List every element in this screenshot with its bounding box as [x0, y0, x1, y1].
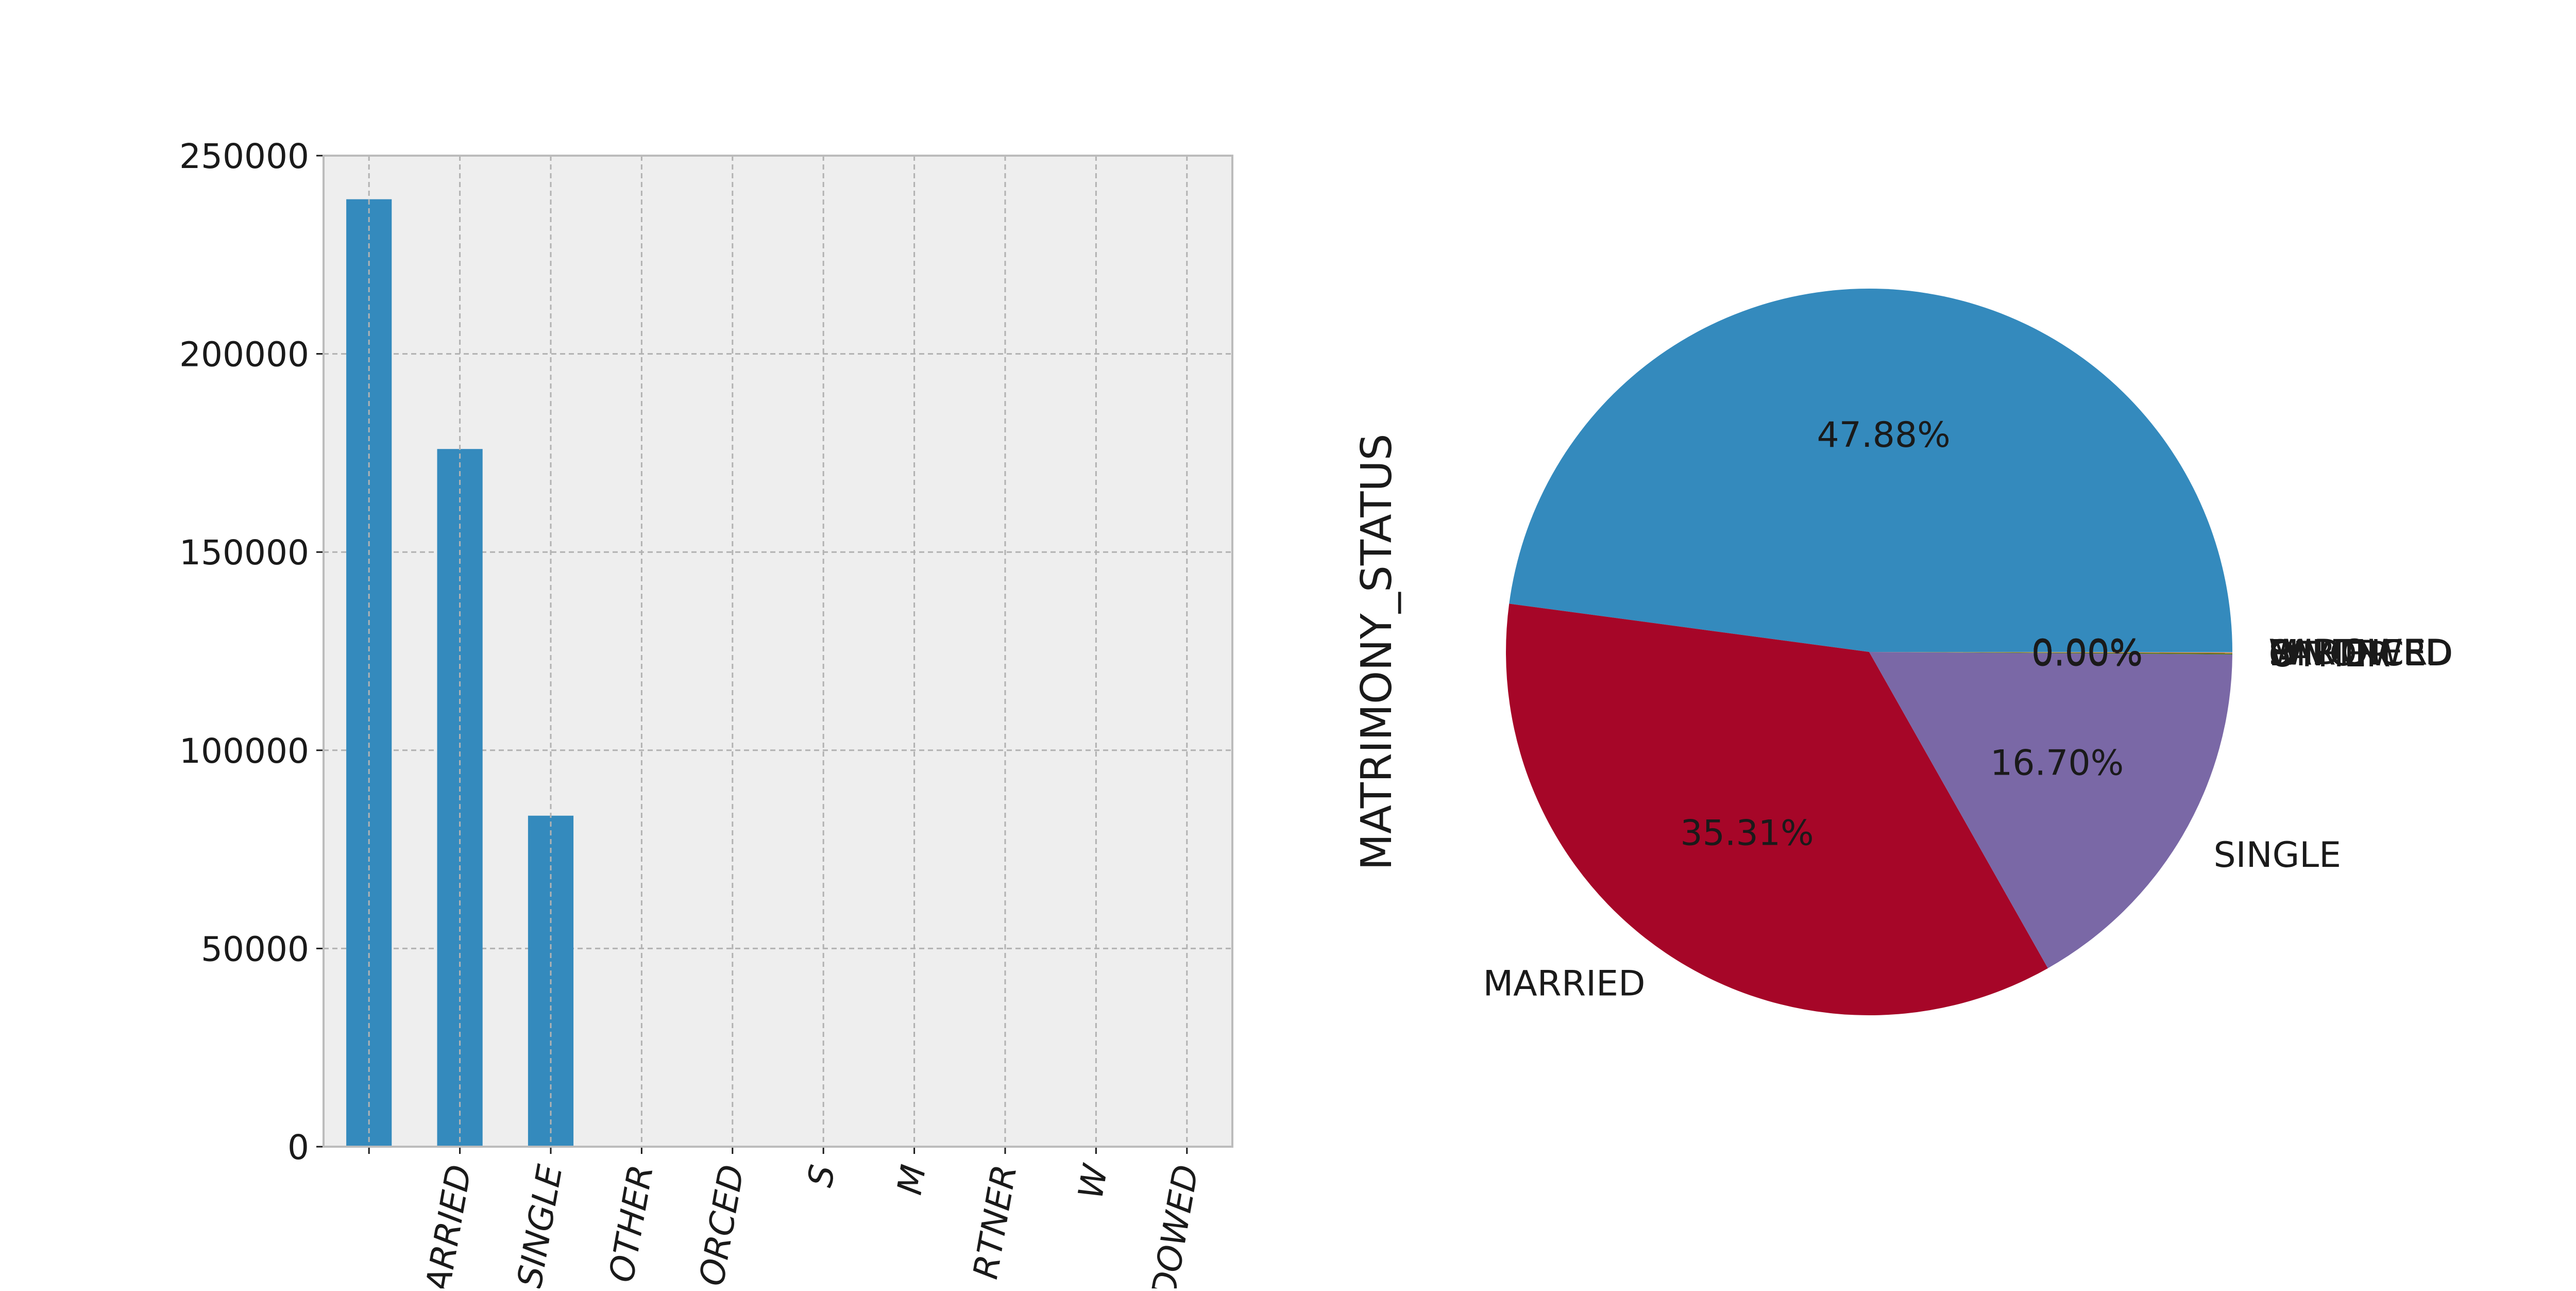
pie-ylabel: MATRIMONY_STATUS: [1352, 433, 1401, 870]
pie-slice: [1509, 289, 2232, 652]
pie-slice-label: WIDOWED: [2269, 632, 2452, 673]
y-tick-label: 50000: [201, 929, 309, 969]
x-tick-label: ORCED: [692, 1162, 752, 1288]
pie-pct-label: 16.70%: [1990, 743, 2124, 783]
x-tick-label: ARRIED: [418, 1162, 480, 1288]
x-tick-label: OTHER: [601, 1162, 661, 1285]
pie-pct-label: 35.31%: [1680, 813, 1814, 853]
x-tick-label: S: [800, 1162, 843, 1190]
pie-slice-label: SINGLE: [2213, 835, 2341, 876]
y-tick-label: 150000: [179, 533, 309, 573]
pie-chart: 47.88%35.31%MARRIED16.70%SINGLE0.00%OTHE…: [1352, 289, 2453, 1015]
bar-chart: 0 50000 100000 150000 200000 250000 ARRIED SING…: [179, 137, 1232, 1288]
pie-pct-label: 47.88%: [1817, 415, 1951, 456]
x-tick-label: RTNER: [965, 1162, 1025, 1282]
y-tick-label: 100000: [179, 731, 309, 771]
y-tick-label: 0: [287, 1128, 309, 1167]
x-tick-label: SINGLE: [510, 1162, 570, 1288]
x-tick-label: W: [1071, 1161, 1116, 1202]
pie-pct-label: 0.00%: [2031, 632, 2143, 673]
y-tick-label: 250000: [179, 137, 309, 176]
y-tick-label: 200000: [179, 335, 309, 375]
pie-slice-label: MARRIED: [1483, 963, 1645, 1004]
x-tick-label: DOWED: [1144, 1162, 1206, 1288]
x-tick-label: M: [890, 1162, 934, 1197]
